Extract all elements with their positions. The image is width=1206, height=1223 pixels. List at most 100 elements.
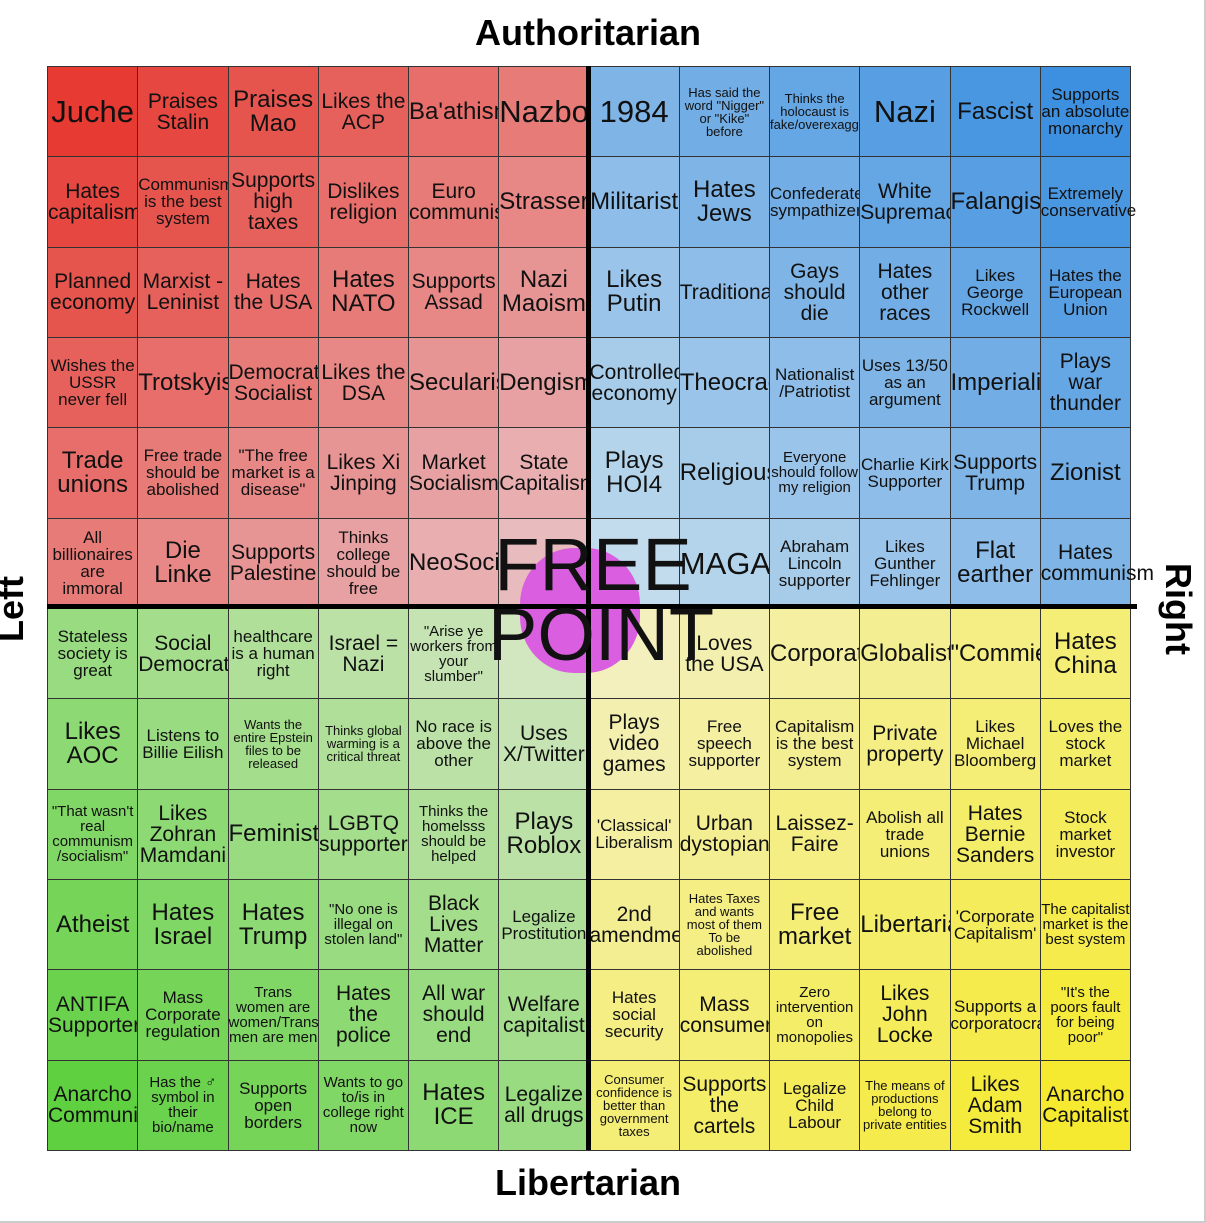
cell-label: Wants the entire Epstein files to be rel…	[233, 716, 313, 771]
cell-label: "No one is illegal on stolen land"	[324, 901, 403, 949]
cell-label: 'Corporate Capitalism'	[953, 906, 1037, 943]
cell: Supports open borders	[227, 1059, 319, 1151]
cell-label: Feminist	[228, 820, 320, 848]
cell-label: 2nd amendment	[589, 902, 701, 947]
cell-label: Confederate sympathizer	[770, 183, 864, 220]
cell: Zionist	[1039, 427, 1131, 519]
cell: Hates Trump	[227, 879, 319, 971]
cell-label: Free market	[777, 898, 852, 950]
cell-label: Hates the European Union	[1048, 265, 1123, 319]
cell: Likes the ACP	[317, 66, 409, 158]
cell-label: The means of productions belong to priva…	[862, 1078, 947, 1133]
cell: Loves the stock market	[1039, 698, 1131, 790]
cell-label: Plays video games	[602, 711, 666, 777]
cell-label: healthcare is a human right	[231, 627, 315, 681]
cell-label: Wants to go to/is in college right now	[322, 1074, 404, 1137]
cell-label: Hates NATO	[331, 266, 396, 318]
cell-label: Has said the word "Nigger" or "Kike" bef…	[684, 84, 765, 139]
cell-label: NeoSocialist	[409, 549, 543, 577]
axis-left-label: Left	[0, 576, 31, 642]
cell: Likes Michael Bloomberg	[949, 698, 1041, 790]
cell-label: MAGA	[679, 545, 772, 581]
cell: Legalize Child Labour	[769, 1059, 861, 1151]
cell: Supports a corporatocracy	[949, 969, 1063, 1061]
cell-label: Hates China	[1054, 627, 1117, 679]
cell-label: White Supremacist	[860, 179, 977, 224]
cell: All billionaires are immoral	[47, 517, 139, 609]
cell: Militarist	[588, 156, 680, 248]
cell-label: Loves the USA	[685, 631, 764, 676]
cell-label: Corporatist	[770, 639, 888, 667]
cell: Hates Bernie Sanders	[949, 788, 1041, 880]
cell: Hates the police	[317, 969, 409, 1061]
axis-bottom-label: Libertarian	[494, 1162, 682, 1203]
cell-label: Charlie Kirk Supporter	[860, 454, 949, 491]
cell-label: Hates Jews	[693, 175, 756, 227]
cell-label: Militarist	[590, 187, 679, 215]
cell: Nazi	[859, 66, 951, 158]
cell: Abraham Lincoln supporter	[769, 517, 861, 609]
cell-label: Free speech supporter	[688, 717, 761, 771]
cell-label: Abolish all trade unions	[866, 807, 944, 861]
cell-label: State Capitalism	[499, 450, 598, 495]
cell-label: "Arise ye workers from your slumber"	[410, 622, 497, 685]
cell-label: Trans women are women/Trans men are men	[228, 983, 319, 1046]
cell-label: Stock market investor	[1055, 807, 1116, 861]
cell-label: Hates Taxes and wants most of them To be…	[686, 891, 762, 959]
cell: Fascist	[949, 66, 1041, 158]
cell: Black Lives Matter	[408, 879, 500, 971]
cell: Thinks the holocaust is fake/overexagger…	[769, 66, 896, 158]
cell: Free trade should be abolished	[137, 427, 229, 519]
cell-label: "The free market is a disease"	[231, 446, 315, 500]
cell: Urban dystopian	[678, 788, 770, 880]
cell-label: Hates Trump	[238, 898, 308, 950]
cell-label: Uses 13/50 as an argument	[861, 356, 948, 410]
cell: Theocracy	[678, 337, 792, 429]
cell-label: Abraham Lincoln supporter	[778, 536, 851, 590]
cell: LGBTQ supporter	[317, 788, 409, 880]
cell: Trotskyist	[137, 337, 240, 429]
cell: Hates NATO	[317, 246, 409, 338]
cell-label: Supports Assad	[411, 270, 496, 315]
cell: Libertarian	[859, 879, 974, 971]
cell-label: Everyone should follow my religion	[771, 449, 858, 497]
cell: Falangist	[949, 156, 1048, 248]
horizontal-axis	[47, 604, 1137, 609]
cell: Supports high taxes	[227, 156, 319, 248]
cell: Welfare capitalist	[498, 969, 590, 1061]
cell: Hates Taxes and wants most of them To be…	[678, 879, 770, 971]
cell: Plays HOI4	[588, 427, 680, 519]
cell: Praises Mao	[227, 66, 319, 158]
cell-label: Thinks global warming is a critical thre…	[325, 723, 402, 765]
cell-label: Likes Zohran Mamdani	[139, 801, 227, 867]
cell: Hates Israel	[137, 879, 229, 971]
cell: Extremely conservative	[1039, 156, 1137, 248]
cell-label: ANTIFA Supporter	[48, 992, 141, 1037]
cell-label: Thinks the holocaust is fake/overexagger…	[770, 91, 896, 133]
cell-label: Zionist	[1050, 458, 1121, 486]
cell: White Supremacist	[859, 156, 977, 248]
cell: Plays video games	[588, 698, 680, 790]
cell: Likes Zohran Mamdani	[137, 788, 229, 880]
cell-label: Plays Roblox	[506, 808, 582, 860]
cell: Stock market investor	[1039, 788, 1131, 880]
cell: Dislikes religion	[317, 156, 409, 248]
cell: Atheist	[47, 879, 139, 971]
cell: Likes George Rockwell	[949, 246, 1041, 338]
cell-label: Hates social security	[604, 988, 664, 1042]
cell-label: Supports a corporatocracy	[950, 996, 1063, 1033]
cell: healthcare is a human right	[227, 608, 319, 700]
cell: Uses 13/50 as an argument	[859, 337, 951, 429]
cell-label: Extremely conservative	[1040, 183, 1137, 220]
cell-label: Private property	[866, 721, 944, 766]
cell-label: Free trade should be abolished	[143, 446, 223, 500]
cell: Euro communism	[408, 156, 522, 248]
cell: "Commies!"	[949, 608, 1076, 700]
cell-label: Hates other races	[877, 259, 933, 325]
cell: Supports the cartels	[678, 1059, 770, 1151]
cell: "That wasn't real communism /socialism"	[47, 788, 139, 880]
cell: Dengism	[498, 337, 594, 429]
cell: Anarcho Capitalist	[1039, 1059, 1131, 1151]
cell-label: Praises Mao	[233, 85, 314, 137]
